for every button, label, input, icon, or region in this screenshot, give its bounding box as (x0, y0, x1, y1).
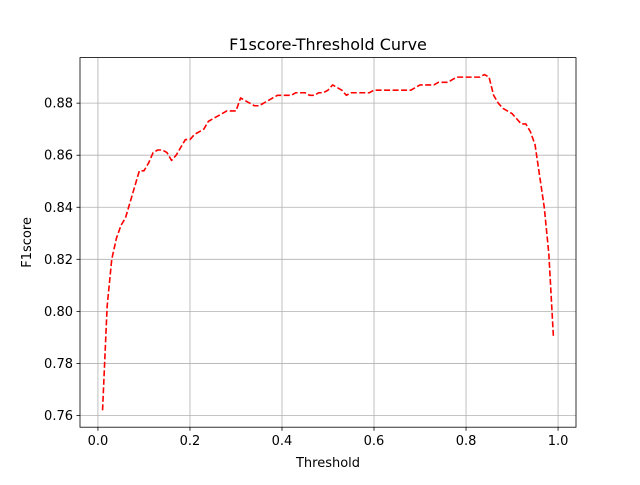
x-tick-label: 0.0 (88, 434, 109, 449)
y-tick-label: 0.76 (44, 409, 73, 424)
y-tick-label: 0.84 (44, 201, 73, 216)
f1score-series-line (101, 73, 555, 411)
y-axis-ticks: 0.76 0.78 0.80 0.82 0.84 0.86 0.88 (44, 97, 80, 424)
x-tick-label: 0.2 (180, 434, 201, 449)
y-tick-label: 0.88 (44, 97, 73, 112)
chart-title: F1score-Threshold Curve (229, 35, 427, 54)
x-axis-label: Threshold (295, 456, 360, 471)
x-tick-label: 1.0 (548, 434, 569, 449)
grid (80, 57, 576, 428)
series-layer (101, 73, 555, 411)
x-tick-label: 0.4 (272, 434, 293, 449)
y-tick-label: 0.82 (44, 253, 73, 268)
x-axis-ticks: 0.0 0.2 0.4 0.6 0.8 1.0 (88, 427, 569, 449)
y-axis-label: F1score (20, 217, 35, 268)
x-tick-label: 0.8 (456, 434, 477, 449)
x-tick-label: 0.6 (364, 434, 385, 449)
y-tick-label: 0.86 (44, 149, 73, 164)
plot-frame (79, 57, 577, 428)
y-tick-label: 0.78 (44, 357, 73, 372)
y-tick-label: 0.80 (44, 305, 73, 320)
